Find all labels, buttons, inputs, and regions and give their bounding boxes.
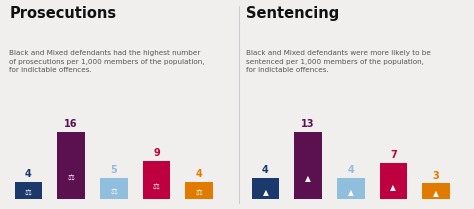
Text: 4: 4	[196, 169, 202, 179]
Text: Sentencing: Sentencing	[246, 6, 340, 21]
Text: Black and Mixed defendants had the highest number
of prosecutions per 1,000 memb: Black and Mixed defendants had the highe…	[9, 50, 205, 73]
Text: 5: 5	[110, 165, 117, 175]
Text: ▲: ▲	[433, 189, 439, 198]
Bar	[100, 178, 128, 199]
Text: 9: 9	[153, 148, 160, 158]
Text: ▲: ▲	[305, 174, 311, 183]
Text: 4: 4	[262, 165, 269, 175]
Text: 13: 13	[301, 119, 315, 129]
Text: 4: 4	[25, 169, 32, 179]
Text: ⚖: ⚖	[153, 183, 160, 192]
Text: ⚖: ⚖	[68, 174, 74, 183]
Bar	[57, 132, 85, 199]
Bar	[294, 132, 322, 199]
Text: ⚖: ⚖	[110, 188, 117, 197]
Bar	[337, 178, 365, 199]
Text: 16: 16	[64, 119, 78, 129]
Bar	[143, 161, 170, 199]
Bar	[15, 182, 42, 199]
Text: Prosecutions: Prosecutions	[9, 6, 117, 21]
Bar	[380, 163, 407, 199]
Bar	[422, 183, 450, 199]
Text: 7: 7	[390, 150, 397, 160]
Bar	[185, 182, 213, 199]
Text: 4: 4	[347, 165, 354, 175]
Text: ⚖: ⚖	[25, 189, 32, 198]
Bar	[252, 178, 279, 199]
Text: ▲: ▲	[348, 188, 354, 197]
Text: Black and Mixed defendants were more likely to be
sentenced per 1,000 members of: Black and Mixed defendants were more lik…	[246, 50, 431, 73]
Text: ⚖: ⚖	[196, 189, 202, 198]
Text: ▲: ▲	[263, 188, 268, 197]
Text: 3: 3	[433, 171, 439, 181]
Text: ▲: ▲	[391, 183, 396, 192]
